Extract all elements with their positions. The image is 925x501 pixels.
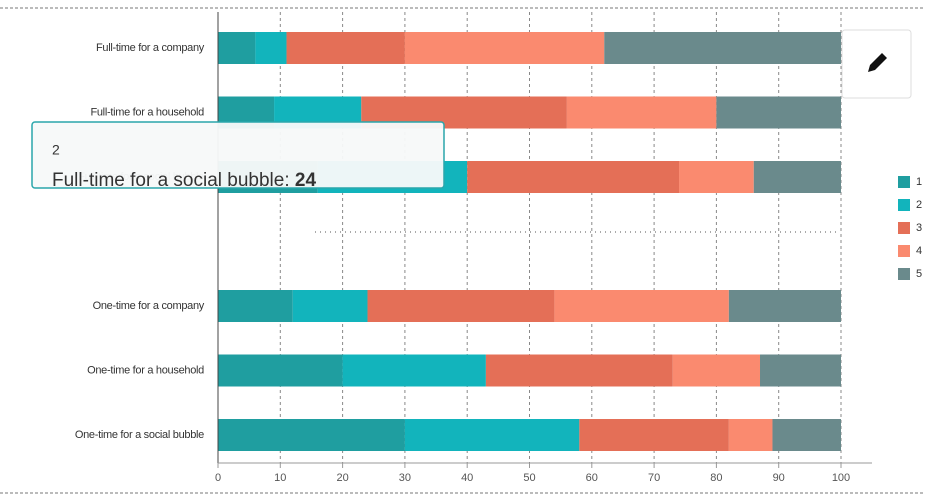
bar-segment <box>404 419 580 451</box>
legend-swatch <box>898 176 910 188</box>
x-tick-label: 70 <box>648 472 660 484</box>
bar-segment <box>760 354 841 387</box>
bar-segment <box>485 354 673 387</box>
bar-segment <box>672 354 761 387</box>
y-tick-label: One-time for a company <box>93 300 205 312</box>
bar-segment <box>292 290 368 322</box>
tooltip-label: Full-time for a social bubble: <box>52 170 290 191</box>
bar-segment <box>554 290 729 322</box>
bar-segment <box>286 32 405 64</box>
bar-segment <box>255 32 287 64</box>
x-tick-label: 40 <box>461 472 473 484</box>
y-tick-label: Full-time for a company <box>96 42 205 54</box>
x-tick-label: 10 <box>274 472 286 484</box>
legend-label: 2 <box>916 199 922 211</box>
bar-segment <box>679 161 754 193</box>
y-tick-label: Full-time for a household <box>90 106 204 118</box>
bar-segment <box>772 419 841 451</box>
bar-segment <box>716 96 841 129</box>
legend-swatch <box>898 268 910 280</box>
bar-segment <box>728 419 773 451</box>
bar-segment <box>218 290 293 322</box>
y-tick-label: One-time for a social bubble <box>75 429 204 441</box>
x-tick-label: 60 <box>586 472 598 484</box>
bar-segment <box>728 290 841 322</box>
bar-segment <box>218 354 343 387</box>
tooltip-text: Full-time for a social bubble: 24 <box>52 170 316 191</box>
legend-swatch <box>898 222 910 234</box>
tooltip-value: 24 <box>295 170 317 191</box>
x-tick-label: 80 <box>710 472 722 484</box>
bar-segment <box>566 96 717 129</box>
legend-label: 1 <box>916 176 922 188</box>
bar-segment <box>753 161 841 193</box>
x-tick-label: 90 <box>773 472 785 484</box>
x-tick-label: 50 <box>523 472 535 484</box>
legend-label: 5 <box>916 268 922 280</box>
x-tick-label: 0 <box>215 472 221 484</box>
tooltip-title: 2 <box>52 142 60 158</box>
x-tick-label: 100 <box>832 472 850 484</box>
legend-label: 3 <box>916 222 922 234</box>
bar-segment <box>218 32 256 64</box>
x-tick-label: 20 <box>336 472 348 484</box>
edit-button[interactable] <box>841 29 912 99</box>
bar-segment <box>342 354 486 387</box>
tooltip-box <box>31 121 445 189</box>
bar-segment <box>467 161 680 193</box>
tooltip: 2 Full-time for a social bubble: 24 <box>31 121 445 191</box>
bar-segment <box>218 419 405 451</box>
y-tick-label: One-time for a household <box>87 364 204 376</box>
bar-segment <box>579 419 729 451</box>
legend-label: 4 <box>916 245 922 257</box>
legend-swatch <box>898 199 910 211</box>
bar-segment <box>404 32 605 64</box>
legend-swatch <box>898 245 910 257</box>
bar-segment <box>604 32 841 64</box>
pencil-icon <box>868 53 887 72</box>
x-tick-label: 30 <box>399 472 411 484</box>
bar-segment <box>367 290 555 322</box>
